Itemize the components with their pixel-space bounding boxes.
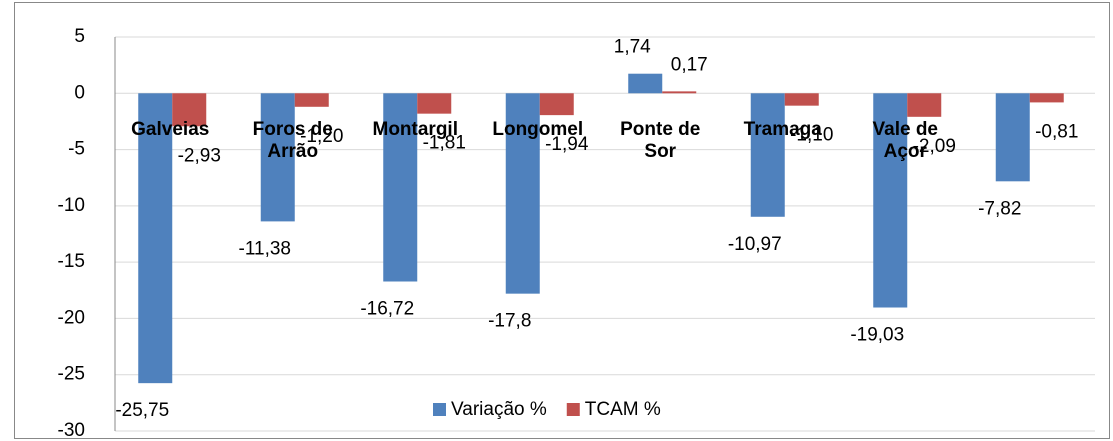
- legend-label: TCAM %: [585, 399, 661, 420]
- y-tick-label: -5: [68, 139, 85, 160]
- x-tick-label: Montargil: [372, 119, 459, 140]
- data-label: -25,75: [115, 400, 169, 421]
- bar: [539, 93, 574, 116]
- legend-swatch: [566, 403, 580, 416]
- bar: [907, 93, 942, 117]
- bar: [1029, 93, 1064, 103]
- data-label: -7,82: [978, 198, 1021, 219]
- bar: [628, 73, 663, 94]
- data-label: -19,03: [850, 325, 904, 346]
- y-tick-label: -10: [58, 195, 85, 216]
- data-label: -1,81: [423, 133, 466, 154]
- bar: [138, 93, 173, 384]
- y-tick-label: -25: [58, 364, 85, 385]
- bar: [505, 93, 540, 294]
- x-tick-label: Vale de Açor: [872, 119, 939, 162]
- y-tick-label: -30: [58, 420, 85, 441]
- bar: [662, 91, 697, 94]
- data-label: 0,17: [671, 54, 708, 75]
- bar: [172, 93, 207, 127]
- data-label: -17,8: [488, 311, 531, 332]
- legend-label: Variação %: [451, 399, 547, 420]
- x-tick-label: Ponte de Sor: [620, 119, 701, 162]
- data-label: -16,72: [360, 299, 414, 320]
- x-tick-label: Tramaga: [743, 119, 822, 140]
- x-tick-label: Galveias: [131, 119, 210, 140]
- bar: [995, 93, 1030, 182]
- bar: [784, 93, 819, 106]
- data-label: -11,38: [239, 238, 291, 259]
- legend-swatch: [433, 403, 446, 416]
- bar: [750, 93, 785, 217]
- data-label: -1,20: [300, 126, 343, 147]
- bar: [294, 93, 329, 107]
- y-tick-label: 0: [74, 82, 85, 103]
- y-tick-label: -15: [58, 251, 85, 272]
- data-label: 1,74: [614, 37, 651, 58]
- y-tick-label: -20: [58, 307, 85, 328]
- y-tick-label: 5: [74, 26, 85, 47]
- bar: [383, 93, 418, 282]
- x-tick-label: Longomel: [492, 119, 584, 140]
- data-label: -10,97: [728, 234, 782, 255]
- data-label: -2,09: [913, 136, 956, 157]
- x-tick-label: Foros de Arrão: [252, 119, 333, 162]
- data-label: -2,93: [178, 145, 221, 166]
- data-label: -1,94: [545, 134, 589, 155]
- data-label: -1,10: [790, 125, 833, 146]
- bar: [873, 93, 908, 308]
- bar: [417, 93, 452, 114]
- bar: [260, 93, 295, 222]
- data-label: -0,81: [1035, 121, 1078, 142]
- chart-border: [14, 2, 1110, 439]
